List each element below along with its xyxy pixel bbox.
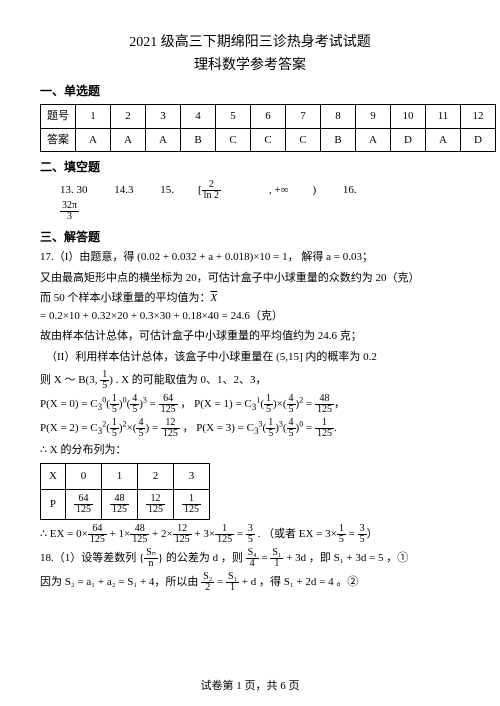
q17-line: 17.（I）由题意，得 (0.02 + 0.032 + a + 0.018)×1… — [40, 249, 460, 267]
table-row: X 0 1 2 3 — [41, 464, 210, 490]
ans-label: 答案 — [41, 128, 76, 152]
table-row: P 64125 48125 12125 1125 — [41, 489, 210, 519]
table-row: 答案 AA AB CC CB AD AD — [41, 128, 496, 152]
section-2: 二、填空题 — [40, 158, 460, 176]
section-3: 三、解答题 — [40, 228, 460, 246]
q17-line: 故由样本估计总体，可估计盒子中小球重量的平均值约为 24.6 克； — [40, 328, 460, 346]
section-1: 一、单选题 — [40, 82, 460, 100]
q17-line: 则 X ～ B(3, 15) . X 的可能取值为 0、1、2、3， — [40, 370, 460, 391]
q17-line: 而 50 个样本小球重量的平均值为：X = 0.2×10 + 0.32×20 +… — [40, 290, 460, 325]
ex-line: ∴ EX = 0×64125 + 1×48125 + 2×12125 + 3×1… — [40, 524, 460, 545]
distribution-table: X 0 1 2 3 P 64125 48125 12125 1125 — [40, 463, 210, 520]
q18-line: 因为 S₂ = a₁ + a₂ = S₁ + 4，所以由 S₂2 = S₁1 +… — [40, 572, 460, 593]
title-line-1: 2021 级高三下期绵阳三诊热身考试试题 — [40, 32, 460, 53]
q17-line: （II）利用样本估计总体，该盒子中小球重量在 (5,15] 内的概率为 0.2 — [46, 349, 460, 367]
page-footer: 试卷第 1 页，共 6 页 — [40, 678, 460, 695]
answer-table: 题号 12 34 56 78 910 1112 答案 AA AB CC CB A… — [40, 104, 496, 152]
table-row: 题号 12 34 56 78 910 1112 — [41, 105, 496, 129]
hdr-label: 题号 — [41, 105, 76, 129]
prob-line: P(X = 0) = C30(15)0(45)3 = 64125 ， P(X =… — [40, 394, 460, 415]
fill-answers: 13. 30 14.3 15.[2ln 2, +∞) 16.32π3 — [60, 180, 460, 222]
dist-label: ∴ X 的分布列为： — [40, 442, 460, 460]
prob-line: P(X = 2) = C32(15)2×(45) = 12125 ， P(X =… — [40, 418, 460, 439]
q17-line: 又由最高矩形中点的横坐标为 20，可估计盒子中小球重量的众数约为 20（克） — [40, 270, 460, 288]
title-line-2: 理科数学参考答案 — [40, 55, 460, 76]
q18-line: 18.（1）设等差数列 {Sₙn} 的公差为 d ，则 S₄4 = S₁1 + … — [40, 548, 460, 569]
